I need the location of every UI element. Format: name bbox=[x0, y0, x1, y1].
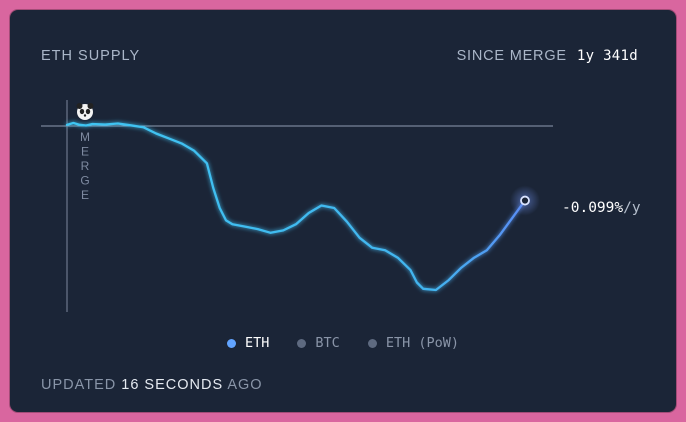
panda-icon bbox=[76, 103, 94, 120]
supply-chart bbox=[41, 100, 553, 312]
eth-supply-line bbox=[65, 121, 527, 292]
chart-title: ETH SUPPLY bbox=[41, 48, 141, 64]
end-point-marker[interactable] bbox=[520, 195, 530, 206]
rate-value: -0.099% bbox=[562, 200, 624, 216]
legend-label: ETH (PoW) bbox=[385, 335, 459, 351]
since-label: SINCE MERGE bbox=[456, 48, 567, 64]
since-merge: SINCE MERGE 1y 341d bbox=[457, 48, 638, 64]
chart-legend: ETH BTC ETH (PoW) bbox=[10, 335, 676, 351]
since-duration: 1y 341d bbox=[576, 48, 638, 64]
updated-prefix: UPDATED bbox=[41, 377, 117, 393]
merge-label: MERGE bbox=[78, 130, 92, 203]
legend-dot-icon bbox=[227, 338, 237, 348]
legend-item-eth-pow[interactable]: ETH (PoW) bbox=[367, 335, 459, 351]
supply-growth-rate: -0.099%/y bbox=[562, 200, 641, 216]
rate-unit: /y bbox=[623, 200, 641, 216]
legend-label: ETH bbox=[245, 335, 270, 351]
eth-supply-card: ETH SUPPLY SINCE MERGE 1y 341d bbox=[10, 10, 676, 412]
legend-dot-icon bbox=[367, 338, 377, 348]
legend-label: BTC bbox=[315, 335, 340, 351]
last-updated: UPDATED 16 SECONDS AGO bbox=[41, 377, 263, 393]
legend-item-eth[interactable]: ETH bbox=[227, 335, 269, 351]
updated-suffix: AGO bbox=[227, 377, 263, 393]
legend-item-btc[interactable]: BTC bbox=[297, 335, 340, 351]
updated-time: 16 SECONDS bbox=[121, 377, 224, 393]
legend-dot-icon bbox=[297, 338, 307, 348]
